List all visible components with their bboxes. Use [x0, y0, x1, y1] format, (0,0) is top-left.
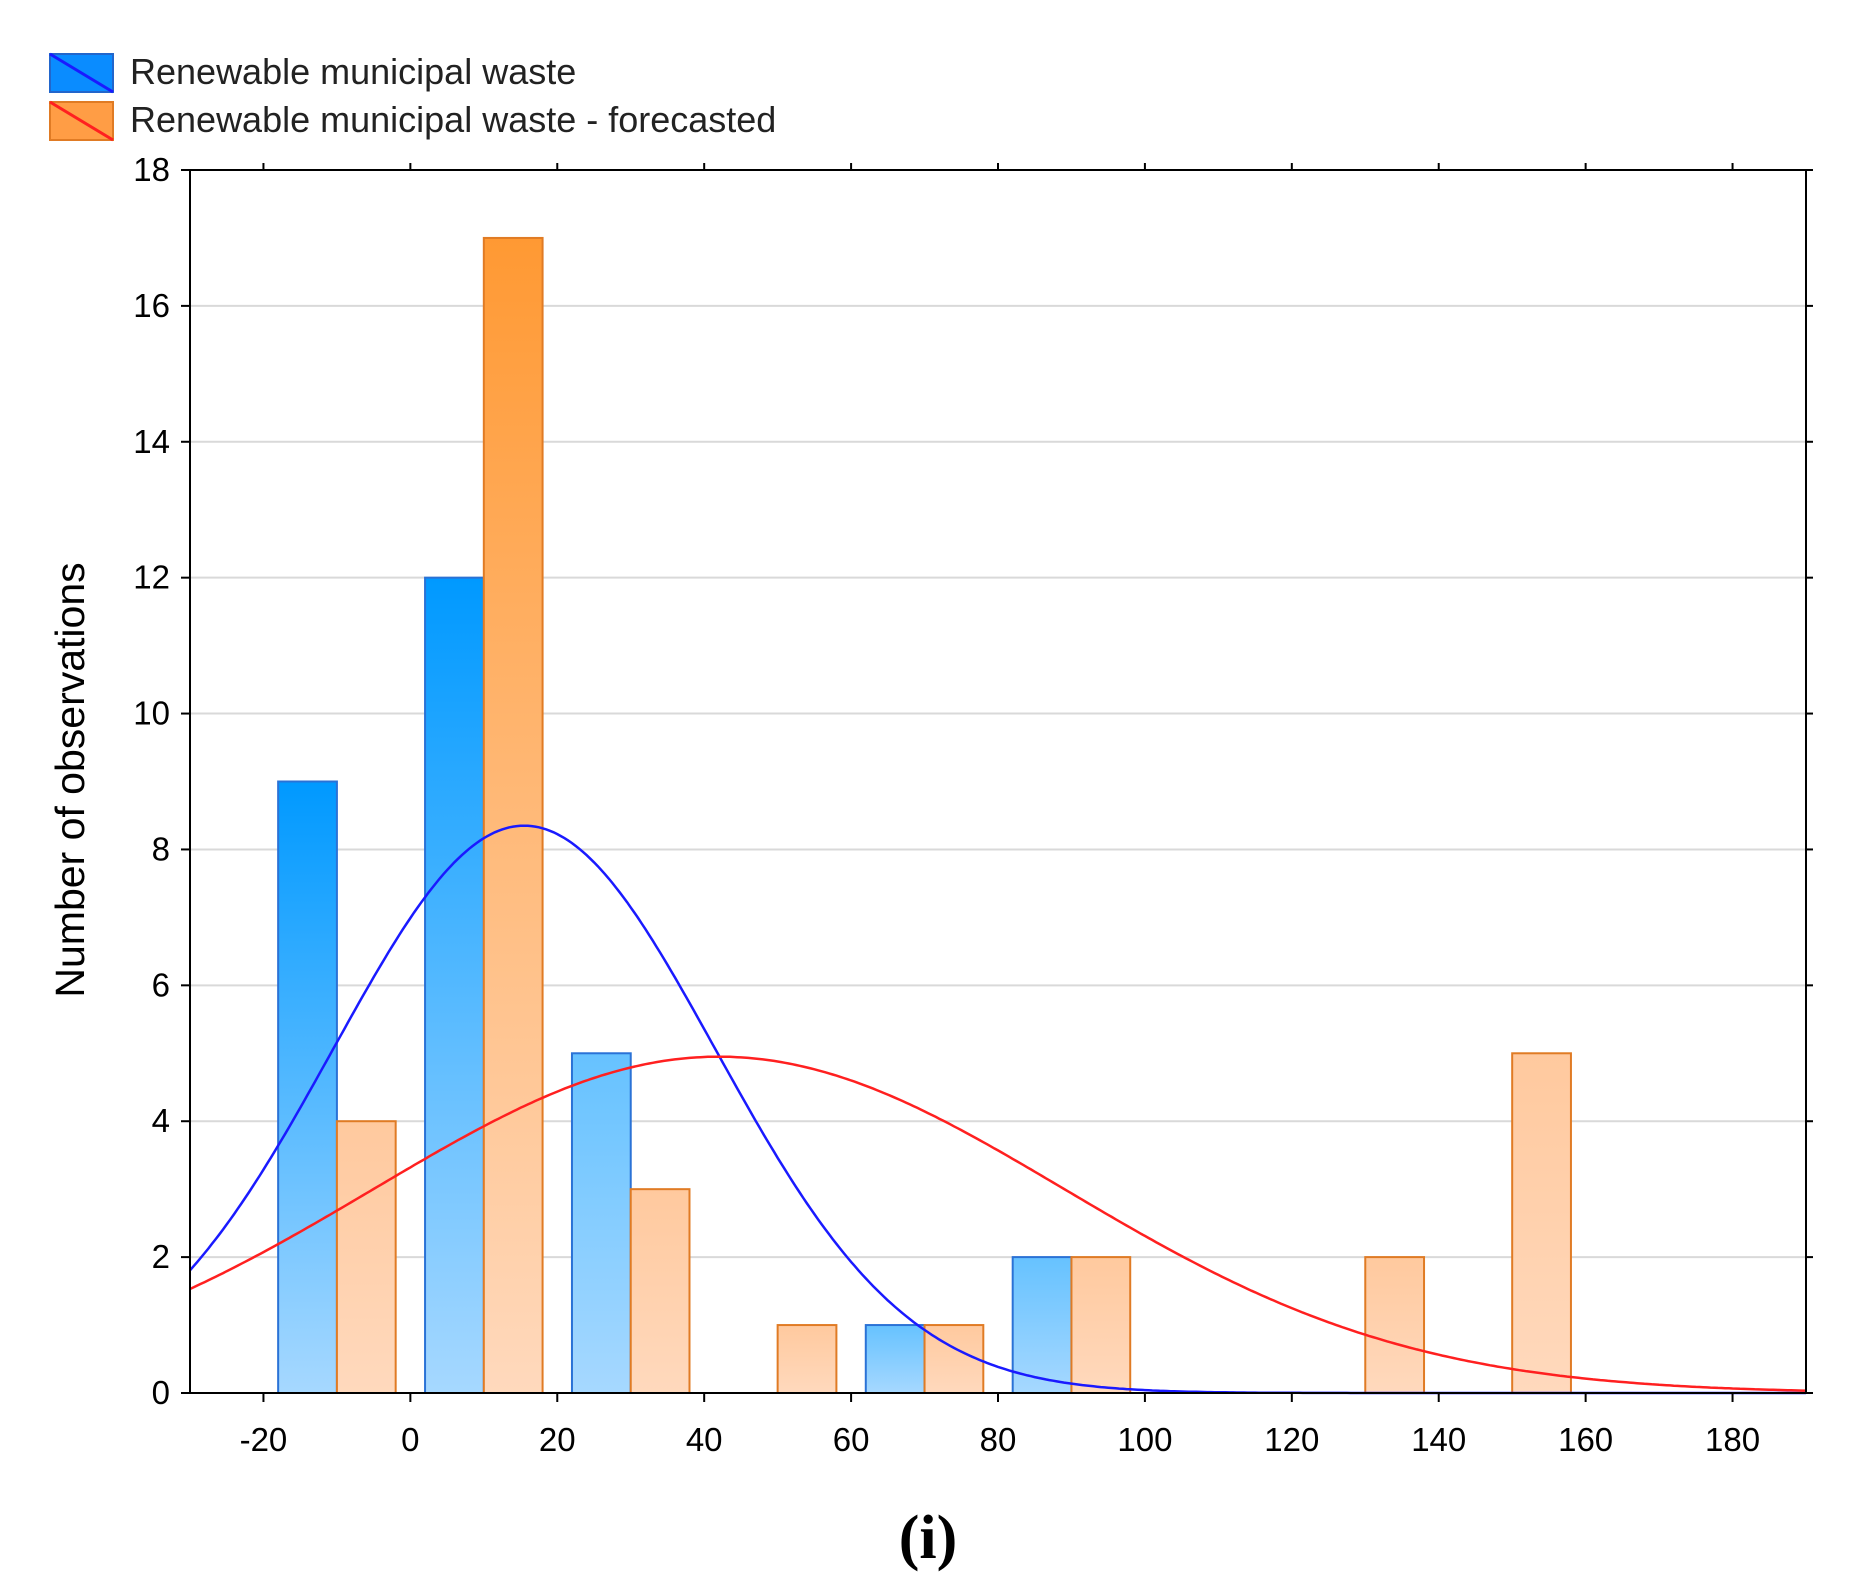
y-axis-title: Number of observations [47, 562, 93, 997]
y-tick-label: 4 [152, 1102, 170, 1139]
bar-observed [864, 1324, 926, 1394]
bar-forecasted [776, 1324, 838, 1394]
legend: Renewable municipal waste Renewable muni… [49, 51, 776, 142]
x-tick-label: 20 [539, 1421, 576, 1458]
x-tick-label: 40 [686, 1421, 723, 1458]
legend-label-forecasted: Renewable municipal waste - forecasted [130, 99, 776, 140]
y-tick-label: 12 [133, 559, 170, 596]
bar-observed [277, 780, 338, 1394]
bar-observed [570, 1052, 632, 1395]
legend-label-observed: Renewable municipal waste [130, 51, 576, 92]
figure-caption: (i) [899, 1504, 958, 1572]
y-tick-label: 2 [152, 1238, 170, 1275]
bar-forecasted [629, 1188, 691, 1394]
bars [277, 236, 1572, 1395]
y-tick-label: 6 [152, 966, 170, 1003]
x-tick-label: 160 [1558, 1421, 1613, 1458]
bar-forecasted [482, 236, 544, 1394]
y-tick-label: 0 [152, 1374, 170, 1411]
x-tick-label: 100 [1117, 1421, 1172, 1458]
y-tick-label: 16 [133, 287, 170, 324]
axis-ticks [181, 163, 1813, 1402]
y-tick-labels: 0 2 4 6 8 10 12 14 16 18 [133, 151, 170, 1411]
x-tick-label: 140 [1411, 1421, 1466, 1458]
x-tick-label: 180 [1705, 1421, 1760, 1458]
legend-item-forecasted: Renewable municipal waste - forecasted [49, 99, 776, 142]
x-tick-label: 0 [401, 1421, 419, 1458]
legend-swatch-forecasted-line [49, 100, 114, 142]
bar-forecasted [1364, 1256, 1426, 1394]
x-tick-label: 120 [1264, 1421, 1319, 1458]
bar-forecasted [335, 1120, 397, 1394]
y-tick-label: 8 [152, 830, 170, 867]
bar-forecasted [1070, 1256, 1132, 1394]
legend-item-observed: Renewable municipal waste [49, 51, 576, 94]
x-tick-labels: -20 0 20 40 60 80 100 120 140 160 180 [240, 1421, 1760, 1458]
bar-forecasted [1511, 1052, 1572, 1395]
y-tick-label: 18 [133, 151, 170, 188]
x-tick-label: 80 [980, 1421, 1017, 1458]
y-tick-label: 14 [133, 423, 170, 460]
x-tick-label: 60 [833, 1421, 870, 1458]
x-tick-label: -20 [240, 1421, 288, 1458]
bar-observed [424, 576, 485, 1394]
legend-swatch-observed-line [49, 52, 114, 94]
y-tick-label: 10 [133, 695, 170, 732]
fit-curve-forecasted [189, 1055, 1806, 1392]
